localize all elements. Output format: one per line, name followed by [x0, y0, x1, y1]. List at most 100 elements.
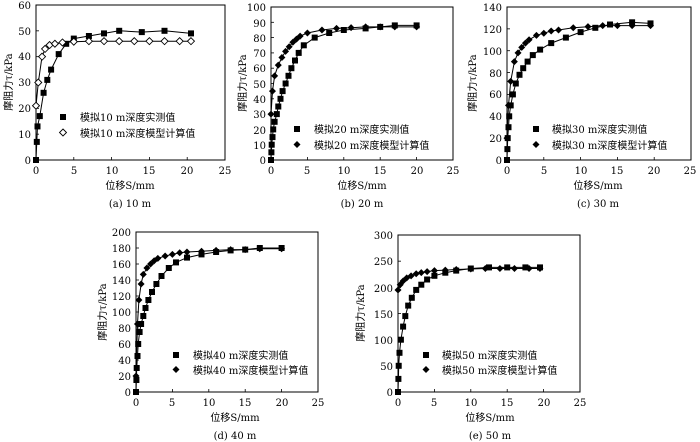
chart-d-model-point — [183, 248, 191, 256]
legend-label-measured: 模拟50 m深度实测值 — [442, 349, 537, 362]
chart-e-measured-point — [418, 281, 425, 288]
y-tick: 50 — [253, 80, 266, 91]
y-tick: 20 — [489, 134, 502, 145]
chart-d-measured-point — [133, 377, 140, 383]
chart-c-measured-point — [524, 58, 531, 65]
y-tick: 120 — [483, 25, 502, 36]
legend-marker-square — [533, 126, 539, 132]
y-tick: 80 — [118, 324, 131, 335]
y-tick: 200 — [374, 284, 393, 295]
chart-a-measured-point — [36, 113, 43, 120]
x-tick: 15 — [239, 398, 252, 409]
x-tick: 5 — [541, 166, 547, 177]
chart-d-measured-point — [153, 281, 160, 287]
y-tick: 30 — [253, 110, 266, 121]
legend-marker-diamond — [532, 141, 540, 148]
chart-c-plot-area — [506, 6, 692, 161]
y-tick: 20 — [118, 372, 131, 383]
chart-b-model-point — [274, 61, 282, 69]
x-tick: 5 — [304, 166, 310, 177]
x-tick: 0 — [268, 166, 274, 177]
chart-b-model-point — [296, 32, 304, 40]
y-tick: 100 — [374, 336, 393, 347]
chart-b-y-axis-label: 摩阻力τ/kPa — [236, 54, 249, 111]
x-tick: 25 — [447, 166, 460, 177]
x-tick: 25 — [684, 166, 697, 177]
chart-c-measured-point — [506, 113, 513, 120]
legend-marker-square — [423, 352, 429, 358]
chart-c-x-axis-label: 位移S/mm — [573, 179, 623, 192]
chart-c-model-point — [504, 101, 512, 109]
chart-a-measured-point — [188, 30, 194, 37]
chart-b-measured-point — [273, 111, 280, 118]
chart-b-model-point — [347, 24, 355, 32]
chart-a-measured-point — [44, 76, 51, 83]
chart-a-measured-point — [55, 51, 62, 58]
y-tick: 140 — [483, 3, 502, 14]
chart-d-measured-point — [158, 273, 165, 279]
legend-marker-diamond — [293, 141, 301, 148]
chart-b-model-point — [318, 26, 326, 34]
chart-b-measured-point — [282, 80, 289, 87]
chart-c-plot — [503, 6, 692, 163]
y-tick: 0 — [125, 388, 131, 399]
x-tick: 0 — [504, 166, 510, 177]
chart-d-model-point — [212, 246, 220, 254]
chart-a-model-point — [160, 37, 169, 46]
chart-e-measured-point — [522, 264, 529, 271]
chart-e-measured-point — [504, 264, 511, 271]
chart-a-model-point — [69, 37, 78, 46]
x-tick: 15 — [374, 166, 387, 177]
chart-d-model-point — [227, 246, 235, 254]
chart-a-measured-point — [33, 157, 39, 163]
chart-c-measured-point — [512, 80, 519, 87]
y-tick: 80 — [253, 34, 266, 45]
y-tick: 80 — [489, 69, 502, 80]
chart-d-model-point — [278, 245, 286, 253]
chart-c-x-ticks: 0 5 10 15 20 25 — [504, 166, 697, 177]
chart-a-model-point — [84, 37, 94, 46]
chart-a-model-point — [99, 37, 109, 46]
chart-e: 0 5 10 15 20 25 0 50 100 150 200 250 300… — [354, 231, 586, 442]
chart-e-measured-point — [405, 302, 412, 309]
y-tick: 50 — [380, 362, 393, 373]
chart-b-measured-point — [268, 157, 274, 163]
chart-e-plot — [394, 234, 581, 395]
chart-d-measured-point — [184, 254, 190, 261]
x-tick: 5 — [71, 166, 77, 177]
chart-e-measured-point — [397, 336, 404, 343]
chart-b-measured-point — [311, 34, 318, 41]
chart-a-measured-point — [116, 27, 123, 34]
chart-e-model-point — [536, 264, 544, 272]
chart-e-model-point — [441, 266, 449, 274]
chart-d-model-point — [133, 320, 141, 328]
chart-c-model-point — [525, 36, 533, 44]
chart-e-y-axis-label: 摩阻力τ/kPa — [354, 284, 367, 341]
x-tick: 5 — [169, 398, 175, 409]
chart-a-measured-point — [48, 66, 55, 73]
x-tick: 0 — [33, 166, 39, 177]
chart-c-measured-point — [509, 91, 516, 98]
chart-b-caption: (b) 20 m — [341, 199, 384, 210]
x-tick: 20 — [276, 398, 289, 409]
chart-c-measured-point — [504, 157, 510, 163]
chart-a-model-point — [34, 78, 43, 87]
chart-e-x-ticks: 0 5 10 15 20 25 — [395, 398, 587, 409]
chart-d-x-ticks: 0 5 10 15 20 25 — [133, 398, 325, 409]
y-tick: 40 — [18, 52, 31, 63]
chart-a-y-axis-label: 摩阻力τ/kPa — [2, 53, 15, 110]
chart-a-measured-point — [34, 123, 41, 130]
chart-b-plot — [267, 6, 454, 163]
chart-a-measured-point — [40, 89, 47, 96]
chart-b-model-point — [413, 23, 421, 31]
x-tick: 10 — [106, 166, 119, 177]
chart-e-model-point — [394, 286, 402, 294]
chart-c-model-point — [584, 23, 592, 31]
chart-b-x-axis-label: 位移S/mm — [337, 179, 387, 192]
chart-e-measured-point — [395, 375, 402, 382]
chart-c-measured-point — [505, 124, 512, 131]
chart-b-model-point — [271, 72, 279, 80]
y-tick: 60 — [118, 340, 131, 351]
legend-label-measured: 模拟20 m深度实测值 — [314, 123, 409, 136]
x-tick: 10 — [575, 166, 588, 177]
